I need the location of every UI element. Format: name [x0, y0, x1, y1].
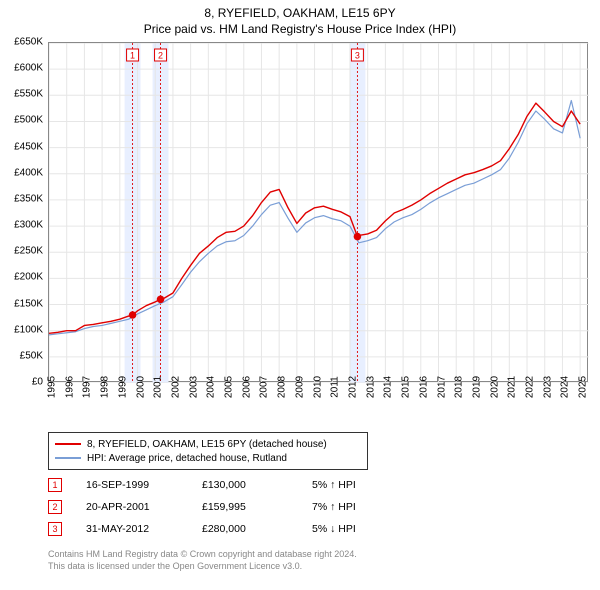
transaction-marker-1: 1	[48, 478, 62, 492]
ytick-label: £550K	[0, 89, 43, 100]
legend-swatch-hpi	[55, 457, 81, 459]
legend-item-property: 8, RYEFIELD, OAKHAM, LE15 6PY (detached …	[55, 437, 361, 451]
xtick-label: 2010	[312, 376, 323, 398]
xtick-label: 1999	[117, 376, 128, 398]
transaction-price: £280,000	[202, 523, 312, 535]
footer: Contains HM Land Registry data © Crown c…	[48, 548, 357, 572]
xtick-label: 2020	[489, 376, 500, 398]
ytick-label: £150K	[0, 298, 43, 309]
xtick-label: 2013	[365, 376, 376, 398]
legend-item-hpi: HPI: Average price, detached house, Rutl…	[55, 451, 361, 465]
transaction-date: 31-MAY-2012	[86, 523, 202, 535]
xtick-label: 2000	[135, 376, 146, 398]
transaction-diff: 5% ↓ HPI	[312, 523, 422, 535]
xtick-label: 2012	[347, 376, 358, 398]
transaction-diff: 5% ↑ HPI	[312, 479, 422, 491]
xtick-label: 2006	[241, 376, 252, 398]
xtick-label: 1998	[100, 376, 111, 398]
xtick-label: 2005	[224, 376, 235, 398]
ytick-label: £0	[0, 377, 43, 388]
xtick-label: 2023	[542, 376, 553, 398]
xtick-label: 2025	[578, 376, 589, 398]
ytick-label: £350K	[0, 193, 43, 204]
chart-title-line2: Price paid vs. HM Land Registry's House …	[0, 20, 600, 40]
xtick-label: 2017	[436, 376, 447, 398]
svg-text:1: 1	[130, 51, 135, 61]
legend-label-property: 8, RYEFIELD, OAKHAM, LE15 6PY (detached …	[87, 439, 327, 450]
xtick-label: 2007	[259, 376, 270, 398]
svg-text:3: 3	[355, 51, 360, 61]
xtick-label: 2014	[383, 376, 394, 398]
ytick-label: £400K	[0, 167, 43, 178]
xtick-label: 2003	[188, 376, 199, 398]
xtick-label: 2008	[277, 376, 288, 398]
xtick-label: 2004	[206, 376, 217, 398]
legend-swatch-property	[55, 443, 81, 445]
transactions-table: 1 16-SEP-1999 £130,000 5% ↑ HPI 2 20-APR…	[48, 474, 422, 540]
ytick-label: £300K	[0, 220, 43, 231]
xtick-label: 2002	[170, 376, 181, 398]
legend-label-hpi: HPI: Average price, detached house, Rutl…	[87, 453, 287, 464]
xtick-label: 2009	[294, 376, 305, 398]
transaction-date: 16-SEP-1999	[86, 479, 202, 491]
transaction-diff: 7% ↑ HPI	[312, 501, 422, 513]
xtick-label: 2019	[471, 376, 482, 398]
xtick-label: 2011	[330, 376, 341, 398]
ytick-label: £100K	[0, 324, 43, 335]
footer-line2: This data is licensed under the Open Gov…	[48, 560, 357, 572]
xtick-label: 1995	[47, 376, 58, 398]
xtick-label: 2021	[507, 376, 518, 398]
transaction-date: 20-APR-2001	[86, 501, 202, 513]
transaction-row: 3 31-MAY-2012 £280,000 5% ↓ HPI	[48, 518, 422, 540]
xtick-label: 2016	[418, 376, 429, 398]
plot-region: 1 2 3	[48, 42, 588, 382]
ytick-label: £200K	[0, 272, 43, 283]
transaction-row: 2 20-APR-2001 £159,995 7% ↑ HPI	[48, 496, 422, 518]
xtick-label: 1996	[64, 376, 75, 398]
ytick-label: £500K	[0, 115, 43, 126]
transaction-row: 1 16-SEP-1999 £130,000 5% ↑ HPI	[48, 474, 422, 496]
ytick-label: £50K	[0, 350, 43, 361]
chart-area: £0£50K£100K£150K£200K£250K£300K£350K£400…	[48, 42, 588, 404]
xtick-label: 2018	[454, 376, 465, 398]
xtick-label: 1997	[82, 376, 93, 398]
ytick-label: £650K	[0, 37, 43, 48]
transaction-price: £159,995	[202, 501, 312, 513]
transaction-marker-2: 2	[48, 500, 62, 514]
legend: 8, RYEFIELD, OAKHAM, LE15 6PY (detached …	[48, 432, 368, 470]
xtick-label: 2015	[401, 376, 412, 398]
ytick-label: £250K	[0, 246, 43, 257]
xtick-label: 2024	[560, 376, 571, 398]
transaction-price: £130,000	[202, 479, 312, 491]
ytick-label: £450K	[0, 141, 43, 152]
footer-line1: Contains HM Land Registry data © Crown c…	[48, 548, 357, 560]
chart-title-line1: 8, RYEFIELD, OAKHAM, LE15 6PY	[0, 0, 600, 20]
transaction-marker-3: 3	[48, 522, 62, 536]
ytick-label: £600K	[0, 63, 43, 74]
xtick-label: 2001	[153, 376, 164, 398]
svg-text:2: 2	[158, 51, 163, 61]
xtick-label: 2022	[525, 376, 536, 398]
